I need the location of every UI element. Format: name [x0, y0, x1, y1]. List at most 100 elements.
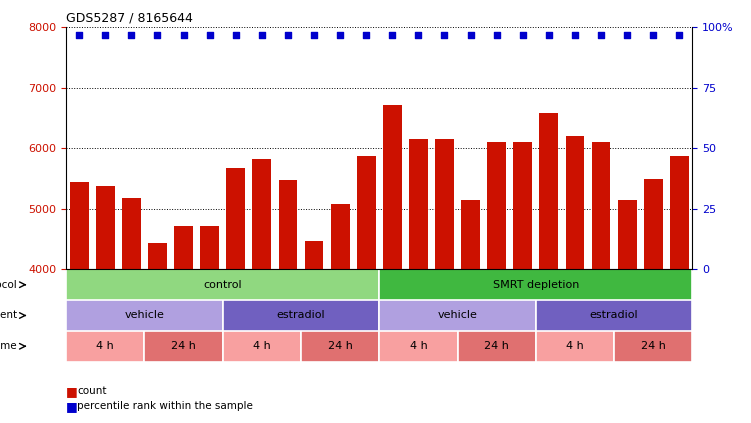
Bar	[330, 204, 349, 269]
Bar	[644, 179, 662, 269]
Bar	[96, 186, 115, 269]
Point	[621, 31, 633, 38]
Point	[517, 31, 529, 38]
Bar	[66, 27, 92, 269]
Bar	[641, 27, 666, 269]
Point	[647, 31, 659, 38]
Bar	[536, 331, 614, 362]
Bar	[379, 300, 536, 331]
Point	[152, 31, 164, 38]
Point	[386, 31, 398, 38]
Bar	[174, 226, 193, 269]
Text: 4 h: 4 h	[253, 341, 270, 351]
Bar	[353, 27, 379, 269]
Point	[595, 31, 607, 38]
Text: control: control	[204, 280, 242, 290]
Bar	[249, 27, 275, 269]
Text: vehicle: vehicle	[438, 310, 478, 321]
Bar	[614, 27, 641, 269]
Bar	[457, 331, 536, 362]
Bar	[226, 168, 245, 269]
Point	[204, 31, 216, 38]
Point	[490, 31, 502, 38]
Text: 24 h: 24 h	[327, 341, 352, 351]
Point	[439, 31, 451, 38]
Text: 24 h: 24 h	[171, 341, 196, 351]
Bar	[379, 269, 692, 300]
Bar	[406, 27, 432, 269]
Text: SMRT depletion: SMRT depletion	[493, 280, 579, 290]
Bar	[66, 300, 223, 331]
Bar	[618, 200, 637, 269]
Bar	[461, 200, 480, 269]
Bar	[431, 27, 457, 269]
Bar	[487, 143, 506, 269]
Point	[334, 31, 346, 38]
Bar	[670, 156, 689, 269]
Text: GDS5287 / 8165644: GDS5287 / 8165644	[66, 12, 193, 25]
Bar	[510, 27, 536, 269]
Bar	[201, 226, 219, 269]
Text: count: count	[77, 386, 107, 396]
Bar	[144, 331, 223, 362]
Text: 24 h: 24 h	[484, 341, 509, 351]
Point	[360, 31, 372, 38]
Bar	[301, 331, 379, 362]
Bar	[409, 139, 428, 269]
Text: estradiol: estradiol	[276, 310, 325, 321]
Text: time: time	[0, 341, 17, 351]
Point	[412, 31, 424, 38]
Bar	[435, 139, 454, 269]
Bar	[379, 331, 457, 362]
Point	[256, 31, 268, 38]
Bar	[275, 27, 301, 269]
Bar	[536, 300, 692, 331]
Bar	[383, 105, 402, 269]
Point	[230, 31, 242, 38]
Bar	[170, 27, 197, 269]
Bar	[539, 113, 558, 269]
Bar	[614, 331, 692, 362]
Bar	[148, 243, 167, 269]
Point	[308, 31, 320, 38]
Text: ■: ■	[66, 400, 78, 412]
Bar	[666, 27, 692, 269]
Point	[674, 31, 686, 38]
Bar	[222, 27, 249, 269]
Point	[569, 31, 581, 38]
Bar	[119, 27, 144, 269]
Text: agent: agent	[0, 310, 17, 321]
Point	[177, 31, 189, 38]
Bar	[66, 269, 379, 300]
Bar	[457, 27, 484, 269]
Bar	[70, 181, 89, 269]
Point	[99, 31, 111, 38]
Bar	[327, 27, 353, 269]
Bar	[484, 27, 510, 269]
Text: ■: ■	[66, 385, 78, 398]
Bar	[379, 27, 406, 269]
Text: percentile rank within the sample: percentile rank within the sample	[77, 401, 253, 411]
Bar	[222, 331, 301, 362]
Text: 24 h: 24 h	[641, 341, 665, 351]
Bar	[588, 27, 614, 269]
Bar	[92, 27, 119, 269]
Bar	[144, 27, 170, 269]
Bar	[197, 27, 223, 269]
Bar	[357, 156, 376, 269]
Point	[465, 31, 477, 38]
Text: vehicle: vehicle	[125, 310, 164, 321]
Bar	[566, 136, 584, 269]
Point	[73, 31, 85, 38]
Point	[543, 31, 555, 38]
Bar	[222, 300, 379, 331]
Text: protocol: protocol	[0, 280, 17, 290]
Text: 4 h: 4 h	[409, 341, 427, 351]
Point	[125, 31, 137, 38]
Text: 4 h: 4 h	[566, 341, 584, 351]
Bar	[305, 241, 324, 269]
Point	[282, 31, 294, 38]
Bar	[562, 27, 588, 269]
Bar	[301, 27, 327, 269]
Bar	[514, 143, 532, 269]
